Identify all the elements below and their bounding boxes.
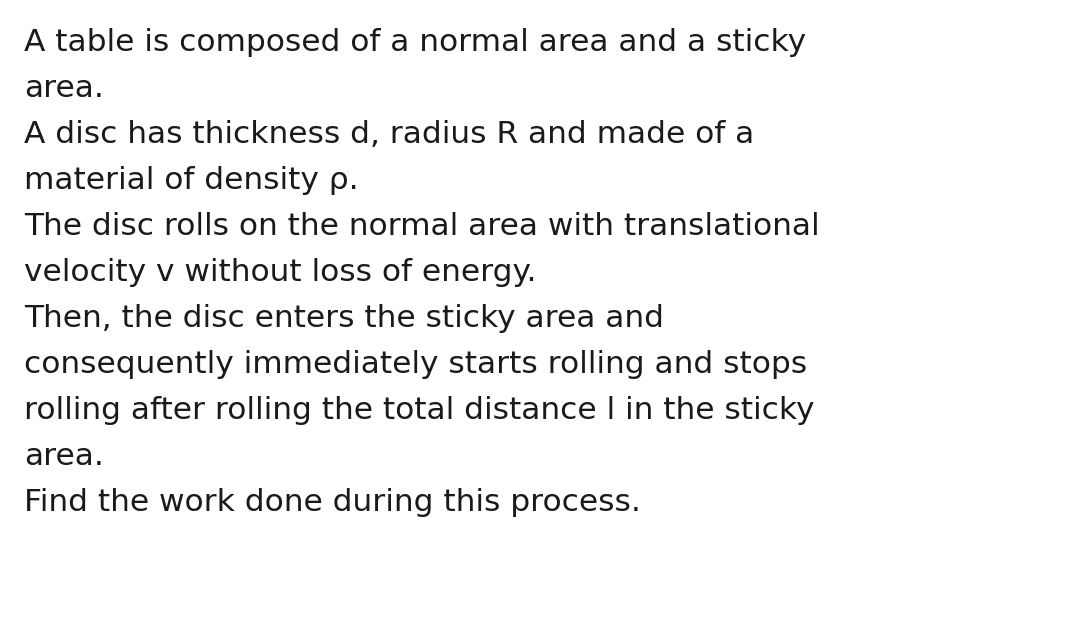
Text: The disc rolls on the normal area with translational: The disc rolls on the normal area with t… — [24, 212, 820, 241]
Text: area.: area. — [24, 442, 104, 471]
Text: Find the work done during this process.: Find the work done during this process. — [24, 488, 640, 517]
Text: material of density ρ.: material of density ρ. — [24, 166, 359, 195]
Text: A table is composed of a normal area and a sticky: A table is composed of a normal area and… — [24, 28, 806, 57]
Text: A disc has thickness d, radius R and made of a: A disc has thickness d, radius R and mad… — [24, 120, 754, 149]
Text: Then, the disc enters the sticky area and: Then, the disc enters the sticky area an… — [24, 304, 664, 333]
Text: area.: area. — [24, 74, 104, 103]
Text: rolling after rolling the total distance l in the sticky: rolling after rolling the total distance… — [24, 395, 814, 424]
Text: velocity v without loss of energy.: velocity v without loss of energy. — [24, 258, 537, 287]
Text: consequently immediately starts rolling and stops: consequently immediately starts rolling … — [24, 350, 807, 379]
